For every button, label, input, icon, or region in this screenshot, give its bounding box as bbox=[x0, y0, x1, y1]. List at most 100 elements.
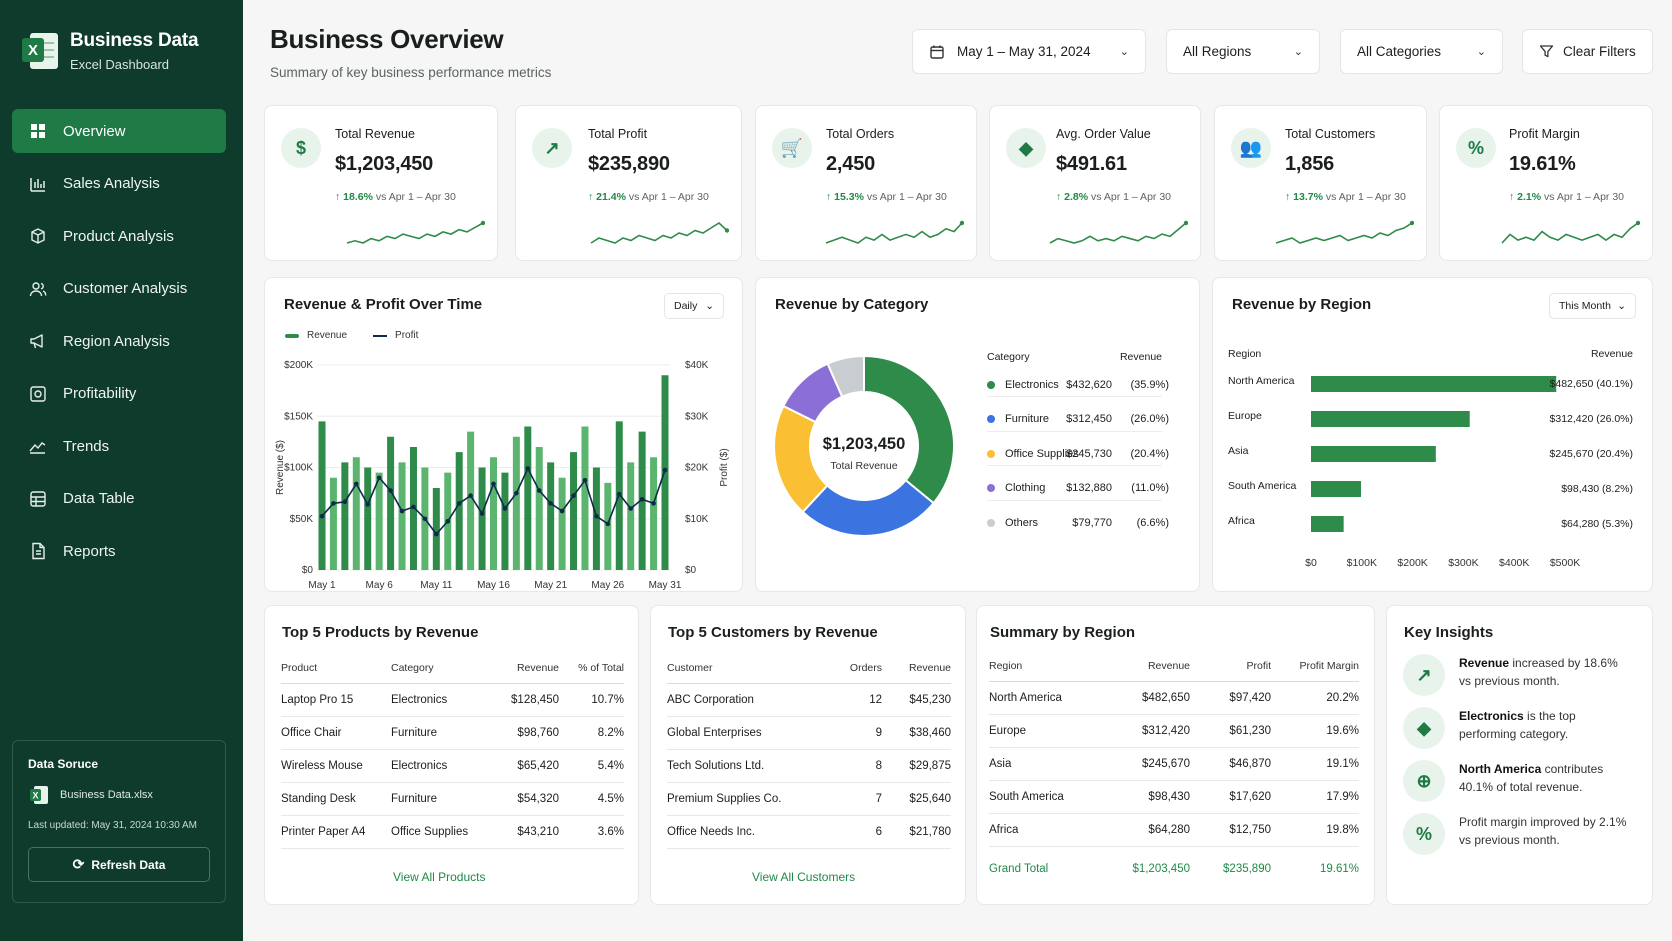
revenue-bar bbox=[661, 375, 669, 570]
profit-point bbox=[342, 499, 348, 505]
donut-center-label: Total Revenue bbox=[830, 460, 898, 472]
table-cell: 19.1% bbox=[1271, 747, 1359, 781]
sparkline-endpoint bbox=[480, 220, 485, 226]
sidebar-item-overview[interactable]: Overview bbox=[12, 109, 226, 153]
table-row[interactable]: Wireless Mouse Electronics $65,420 5.4% bbox=[281, 749, 624, 783]
table-cell: $12,750 bbox=[1190, 813, 1271, 847]
percent-icon: % bbox=[1456, 128, 1496, 168]
revenue-bar bbox=[341, 462, 349, 570]
table-cell: Printer Paper A4 bbox=[281, 815, 391, 849]
table-cell: 4.5% bbox=[559, 782, 624, 816]
key-insights-title: Key Insights bbox=[1404, 624, 1494, 641]
table-row[interactable]: Global Enterprises 9 $38,460 bbox=[667, 716, 951, 750]
sidebar-item-reports[interactable]: Reports bbox=[12, 529, 226, 573]
kpi-card: ◆ Avg. Order Value $491.61 ↑ 2.8% vs Apr 1 … bbox=[989, 105, 1201, 261]
table-row[interactable]: ABC Corporation 12 $45,230 bbox=[667, 683, 951, 717]
grand-total-cell: 19.61% bbox=[1319, 863, 1359, 876]
table-cell: $25,640 bbox=[882, 782, 951, 816]
table-row[interactable]: North America $482,650 $97,420 20.2% bbox=[989, 681, 1359, 715]
sidebar-item-trends[interactable]: Trends bbox=[12, 424, 226, 468]
grand-total-row: Grand Total $1,203,450 $235,890 19.61% bbox=[989, 846, 1359, 892]
category-row: Furniture $312,450 (26.0%) bbox=[987, 408, 1169, 432]
table-cell: 17.9% bbox=[1271, 780, 1359, 814]
x-tick-label: $500K bbox=[1550, 557, 1580, 569]
sidebar-item-product-analysis[interactable]: Product Analysis bbox=[12, 214, 226, 258]
kpi-label: Total Customers bbox=[1285, 127, 1376, 141]
category-dot bbox=[987, 380, 995, 389]
y2-tick-label: $30K bbox=[685, 411, 709, 422]
period-dropdown[interactable]: Daily ⌄ bbox=[664, 293, 724, 319]
app-subtitle: Excel Dashboard bbox=[70, 57, 169, 72]
y-tick-label: $0 bbox=[302, 565, 314, 576]
grand-total-cell: $1,203,450 bbox=[1132, 863, 1190, 876]
category-pct: (6.6%) bbox=[1136, 517, 1169, 529]
kpi-change: ↑ 15.3% vs Apr 1 – Apr 30 bbox=[826, 191, 947, 203]
dollar-icon: $ bbox=[281, 128, 321, 168]
table-cell: North America bbox=[989, 681, 1109, 715]
profit-point bbox=[411, 504, 416, 510]
table-row[interactable]: South America $98,430 $17,620 17.9% bbox=[989, 780, 1359, 814]
date-range-filter[interactable]: May 1 – May 31, 2024 ⌄ bbox=[912, 29, 1146, 74]
sparkline-line bbox=[1275, 222, 1413, 244]
table-row[interactable]: Standing Desk Furniture $54,320 4.5% bbox=[281, 782, 624, 816]
grand-total-cell: Grand Total bbox=[989, 863, 1049, 876]
view-all-products-link[interactable]: View All Products bbox=[393, 870, 486, 884]
y2-tick-label: $20K bbox=[685, 463, 709, 474]
table-row[interactable]: Tech Solutions Ltd. 8 $29,875 bbox=[667, 749, 951, 783]
kpi-card: % Profit Margin 19.61% ↑ 2.1% vs Apr 1 – Ap… bbox=[1439, 105, 1653, 261]
table-row[interactable]: Africa $64,280 $12,750 19.8% bbox=[989, 813, 1359, 847]
table-row[interactable]: Europe $312,420 $61,230 19.6% bbox=[989, 714, 1359, 748]
table-cell: ABC Corporation bbox=[667, 683, 827, 717]
table-row[interactable]: Office Needs Inc. 6 $21,780 bbox=[667, 815, 951, 849]
percent-icon: % bbox=[1403, 813, 1445, 855]
table-row[interactable]: Laptop Pro 15 Electronics $128,450 10.7% bbox=[281, 683, 624, 717]
table-row[interactable]: Premium Supplies Co. 7 $25,640 bbox=[667, 782, 951, 816]
sidebar-item-data-table[interactable]: Data Table bbox=[12, 477, 226, 521]
profit-point bbox=[651, 501, 656, 506]
table-cell: 3.6% bbox=[559, 815, 624, 849]
sidebar-item-region-analysis[interactable]: Region Analysis bbox=[12, 319, 226, 363]
sparkline-line bbox=[1049, 222, 1187, 244]
table-row[interactable]: Asia $245,670 $46,870 19.1% bbox=[989, 747, 1359, 781]
x-tick-label: May 11 bbox=[420, 580, 452, 590]
kpi-value: $491.61 bbox=[1056, 153, 1127, 175]
refresh-data-button[interactable]: ⟳ Refresh Data bbox=[28, 847, 210, 882]
sidebar-item-profitability[interactable]: Profitability bbox=[12, 372, 226, 416]
category-dot bbox=[987, 484, 995, 492]
region-period-dropdown[interactable]: This Month ⌄ bbox=[1549, 293, 1636, 319]
region-value-label: $98,430 (8.2%) bbox=[1561, 483, 1633, 495]
y-tick-label: $150K bbox=[284, 411, 313, 422]
table-row[interactable]: Office Chair Furniture $98,760 8.2% bbox=[281, 716, 624, 750]
view-all-customers-link[interactable]: View All Customers bbox=[752, 870, 856, 884]
sidebar-item-sales-analysis[interactable]: Sales Analysis bbox=[12, 162, 226, 206]
profit-point bbox=[639, 496, 645, 502]
sidebar-item-customer-analysis[interactable]: Customer Analysis bbox=[12, 267, 226, 311]
sparkline-endpoint bbox=[1183, 220, 1188, 226]
kpi-card: ↗ Total Profit $235,890 ↑ 21.4% vs Apr 1 – … bbox=[515, 105, 742, 261]
category-row: Electronics $432,620 (35.9%) bbox=[987, 373, 1169, 397]
revenue-bar bbox=[318, 421, 326, 570]
insight-item: % Profit margin improved by 2.1% vs previ… bbox=[1403, 813, 1629, 855]
profit-point bbox=[399, 508, 405, 514]
clear-filters-button[interactable]: Clear Filters bbox=[1522, 29, 1653, 74]
revenue-bar bbox=[627, 462, 635, 570]
sidebar-item-label: Reports bbox=[63, 542, 116, 560]
sparkline-line bbox=[346, 222, 484, 244]
category-filter[interactable]: All Categories ⌄ bbox=[1340, 29, 1503, 74]
chevron-down-icon: ⌄ bbox=[1476, 46, 1486, 58]
y2-tick-label: $40K bbox=[685, 360, 709, 371]
svg-text:X: X bbox=[32, 791, 38, 801]
region-filter[interactable]: All Regions ⌄ bbox=[1166, 29, 1320, 74]
sparkline-endpoint bbox=[959, 220, 964, 226]
x-tick-label: $100K bbox=[1347, 557, 1377, 569]
insight-body: increased by 18.6% vs previous month. bbox=[1459, 656, 1618, 688]
table-cell: $98,760 bbox=[489, 716, 559, 750]
table-row[interactable]: Printer Paper A4 Office Supplies $43,210 3.… bbox=[281, 815, 624, 849]
category-value: $312,450 bbox=[1066, 413, 1112, 425]
revenue-profit-chart: $0 $0 $50K $10K $100K $20K $150K $30K $200K $40K R… bbox=[275, 360, 730, 590]
region-bar bbox=[1311, 411, 1470, 427]
key-insights-card: Key Insights ↗ Revenue increased by 18.6%… bbox=[1386, 605, 1653, 905]
table-cell: $64,280 bbox=[1109, 813, 1190, 847]
megaphone-icon bbox=[30, 334, 43, 349]
kpi-value: 1,856 bbox=[1285, 153, 1335, 175]
